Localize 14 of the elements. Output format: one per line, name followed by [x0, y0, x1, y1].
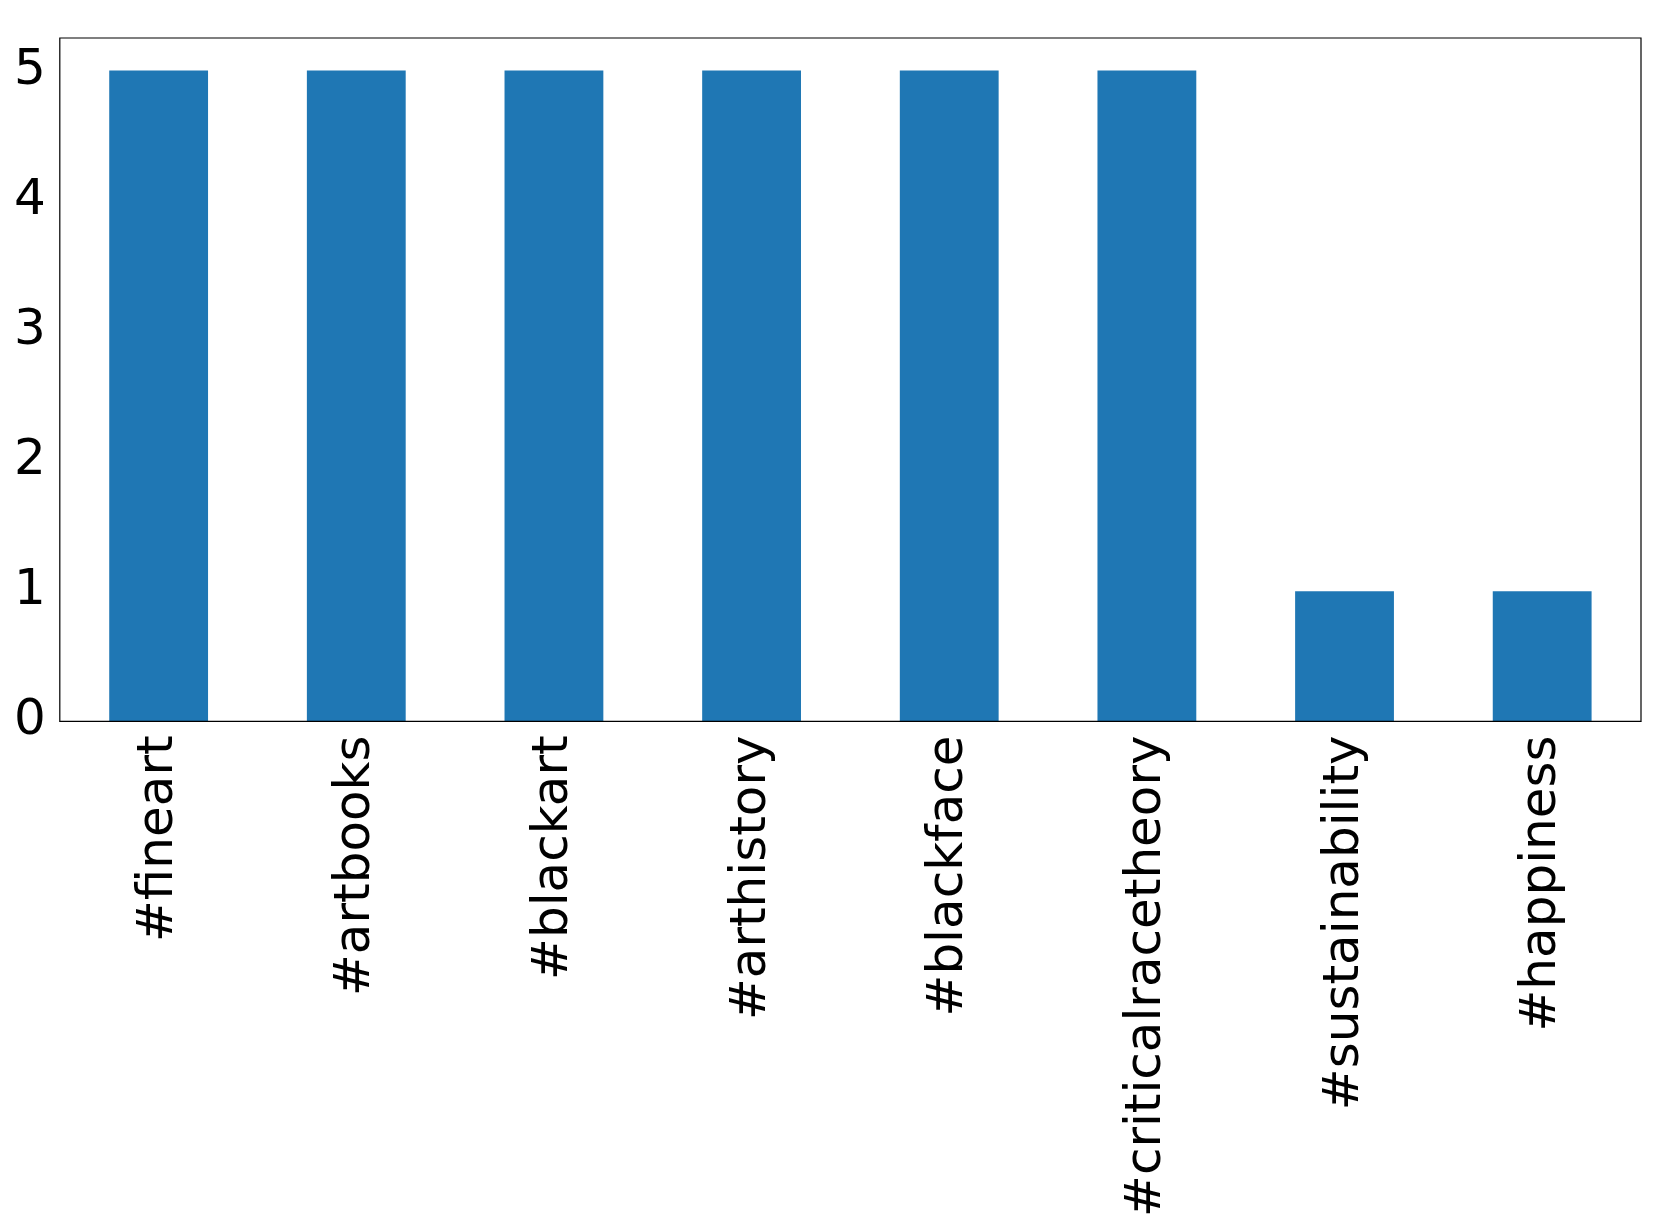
x-tick-label: #fineart: [125, 735, 184, 943]
x-tick-label: #arthistory: [718, 735, 777, 1021]
x-tick-label: #blackface: [916, 735, 975, 1017]
y-tick-label: 4: [14, 167, 46, 226]
y-tick-label: 1: [14, 558, 46, 617]
x-tick-label: #artbooks: [323, 735, 382, 997]
x-tick-label: #criticalracetheory: [1113, 735, 1172, 1217]
y-tick-label: 0: [14, 688, 46, 747]
x-tick-label: #sustainability: [1311, 735, 1370, 1111]
x-tick-label: #blackart: [520, 735, 579, 980]
y-tick-label: 3: [14, 297, 46, 356]
y-tick-label: 2: [14, 428, 46, 487]
y-tick-label: 5: [14, 37, 46, 96]
x-tick-label: #happiness: [1509, 735, 1568, 1032]
